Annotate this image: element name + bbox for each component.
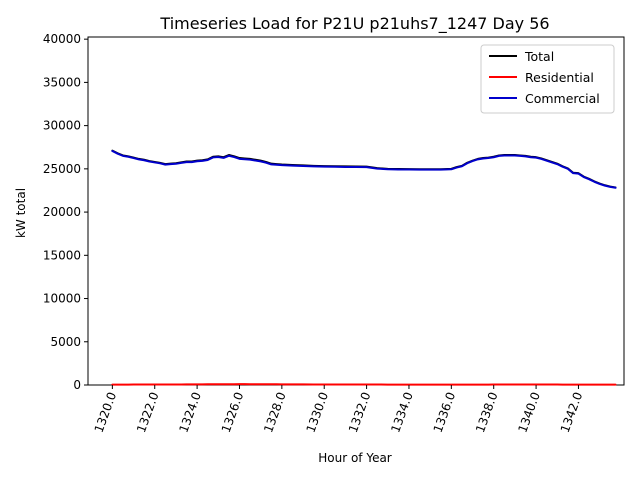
- y-tick-label: 10000: [43, 292, 81, 306]
- legend-box: [480, 44, 615, 114]
- chart-title: Timeseries Load for P21U p21uhs7_1247 Da…: [159, 14, 549, 34]
- legend-label-residential: Residential: [525, 70, 594, 85]
- y-tick-label: 5000: [50, 335, 81, 349]
- legend: Total Residential Commercial: [480, 44, 615, 114]
- y-tick-label: 20000: [43, 205, 81, 219]
- y-tick-label: 35000: [43, 75, 81, 89]
- y-tick-label: 15000: [43, 248, 81, 262]
- y-tick-label: 30000: [43, 119, 81, 133]
- series-layer: [111, 149, 617, 386]
- legend-label-commercial: Commercial: [525, 91, 600, 106]
- y-axis-ticks: 0 5000 10000 15000 20000 25000 30000 35000 40000: [43, 32, 88, 392]
- x-axis-label: Hour of Year: [318, 451, 392, 465]
- y-tick-label: 40000: [43, 32, 81, 46]
- series-line-commercial: [111, 150, 617, 189]
- y-tick-label: 25000: [43, 162, 81, 176]
- y-axis-label: kW total: [14, 188, 28, 238]
- plot-area: [87, 36, 625, 386]
- y-tick-label: 0: [73, 378, 81, 392]
- legend-label-total: Total: [524, 49, 554, 64]
